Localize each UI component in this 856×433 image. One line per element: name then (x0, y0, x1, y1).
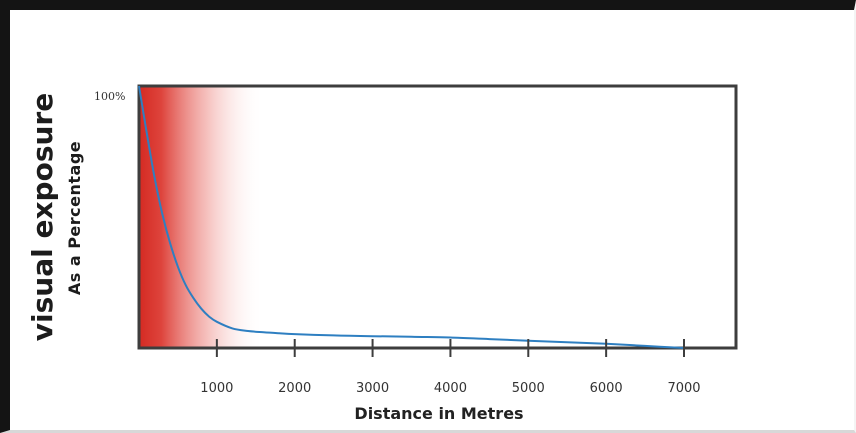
x-tick-label: 3000 (356, 381, 389, 396)
x-tick-label: 5000 (512, 381, 545, 396)
x-axis: 1000 2000 3000 4000 5000 6000 7000 (200, 339, 701, 396)
exposure-curve-line (138, 85, 685, 349)
y-axis-title: visual exposure (26, 93, 59, 341)
x-axis-title: Distance in Metres (354, 404, 523, 423)
y-tick-label-max: 100% (94, 90, 125, 103)
x-tick-label: 7000 (667, 381, 700, 396)
x-tick-label: 2000 (278, 381, 311, 396)
x-tick-label: 1000 (200, 381, 233, 396)
red-proximity-shading (139, 86, 264, 348)
plot-border (137, 84, 738, 350)
x-tick-label: 4000 (434, 381, 467, 396)
x-tick-label: 6000 (590, 381, 623, 396)
plot-area (137, 84, 738, 350)
y-axis-subtitle: As a Percentage (65, 141, 84, 295)
